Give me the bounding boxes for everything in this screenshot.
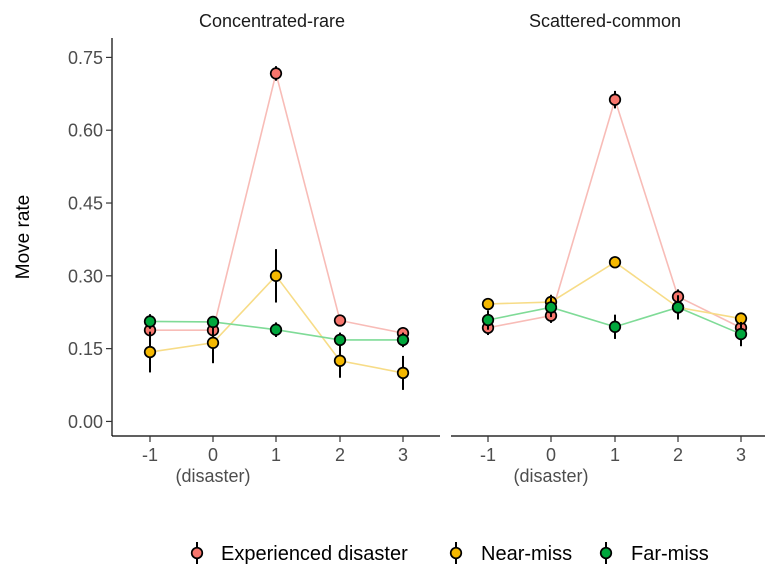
y-tick-label: 0.00 xyxy=(68,412,103,432)
series-line-experienced-disaster xyxy=(487,96,742,329)
x-tick-label: 0 xyxy=(546,445,556,465)
legend-key-experienced-disaster xyxy=(190,546,204,560)
data-point-far-miss xyxy=(481,313,495,327)
x-tick-label: 2 xyxy=(335,445,345,465)
y-axis-title: Move rate xyxy=(13,195,34,279)
panel-2: Scattered-common -1 0 1 2 3 (disaster) xyxy=(451,11,765,486)
data-point-near-miss xyxy=(206,336,220,349)
panel-title: Scattered-common xyxy=(529,11,681,31)
x-tick-label: 1 xyxy=(271,445,281,465)
data-point-far-miss xyxy=(734,327,748,341)
x-tick-label: -1 xyxy=(480,445,496,465)
data-point-near-miss xyxy=(269,269,283,282)
data-point-near-miss xyxy=(608,256,622,269)
data-point-far-miss xyxy=(671,301,685,314)
x-tick-label: 3 xyxy=(736,445,746,465)
data-point-far-miss xyxy=(396,333,410,347)
legend-key-far-miss xyxy=(599,546,613,560)
legend-key-near-miss xyxy=(449,546,463,560)
data-point-far-miss xyxy=(333,333,347,347)
y-tick-label: 0.75 xyxy=(68,48,103,68)
data-point-near-miss xyxy=(333,354,347,367)
data-point-experienced-disaster xyxy=(608,93,622,106)
data-point-far-miss xyxy=(269,323,283,336)
x-tick-label: 2 xyxy=(673,445,683,465)
x-tick-label: 3 xyxy=(398,445,408,465)
data-point-far-miss xyxy=(206,315,220,329)
data-point-experienced-disaster xyxy=(269,67,283,80)
x-tick-sublabel: (disaster) xyxy=(175,466,250,486)
panel-1: Concentrated-rare -1 0 1 2 3 (disaster) xyxy=(112,11,440,486)
data-point-far-miss xyxy=(544,301,558,314)
data-point-far-miss xyxy=(608,320,622,333)
x-tick-sublabel: (disaster) xyxy=(513,466,588,486)
legend: Experienced disaster Near-miss Far-miss xyxy=(190,542,709,565)
y-tick-label: 0.30 xyxy=(68,266,103,286)
data-point-experienced-disaster xyxy=(333,314,347,327)
x-tick-label: -1 xyxy=(142,445,158,465)
y-tick-label: 0.60 xyxy=(68,121,103,141)
series-line-near-miss xyxy=(487,261,742,320)
data-point-near-miss xyxy=(396,366,410,380)
legend-label-experienced-disaster: Experienced disaster xyxy=(221,543,408,564)
legend-label-far-miss: Far-miss xyxy=(631,543,709,564)
data-point-far-miss xyxy=(143,315,157,328)
panel-title: Concentrated-rare xyxy=(199,11,345,31)
legend-label-near-miss: Near-miss xyxy=(481,543,572,564)
data-point-near-miss xyxy=(143,345,157,359)
x-tick-label: 1 xyxy=(610,445,620,465)
x-tick-label: 0 xyxy=(208,445,218,465)
data-point-near-miss xyxy=(481,297,495,311)
y-tick-label: 0.15 xyxy=(68,339,103,359)
y-tick-label: 0.45 xyxy=(68,194,103,214)
